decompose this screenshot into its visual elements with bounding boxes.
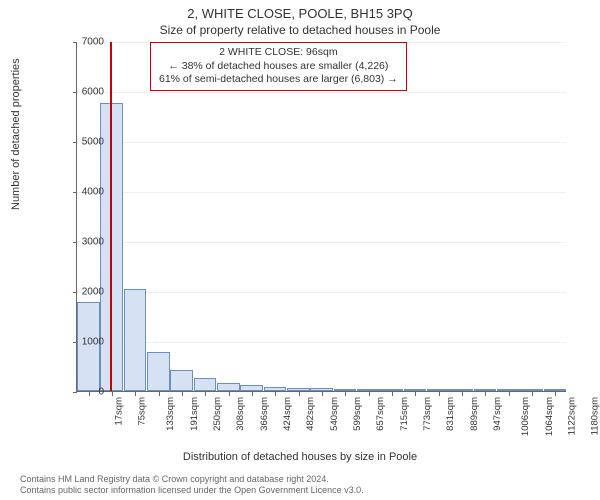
property-marker-line: [110, 42, 112, 391]
xtick-mark: [322, 392, 323, 396]
xtick-mark: [485, 392, 486, 396]
ytick-label: 7000: [64, 37, 104, 48]
title-main: 2, WHITE CLOSE, POOLE, BH15 3PQ: [0, 0, 600, 21]
annotation-line2: ← 38% of detached houses are smaller (4,…: [159, 60, 398, 74]
gridline: [77, 92, 566, 93]
plot-inner: 17sqm75sqm133sqm191sqm250sqm308sqm366sqm…: [76, 42, 566, 392]
xtick-mark: [182, 392, 183, 396]
xtick-mark: [509, 392, 510, 396]
gridline: [77, 242, 566, 243]
histogram-bar: [310, 388, 333, 391]
histogram-bar: [217, 383, 240, 391]
histogram-bar: [357, 389, 380, 392]
xtick-mark: [159, 392, 160, 396]
xtick-mark: [299, 392, 300, 396]
xtick-mark: [415, 392, 416, 396]
ytick-label: 2000: [64, 287, 104, 298]
xtick-label: 424sqm: [282, 397, 293, 431]
xtick-label: 1006sqm: [520, 397, 531, 436]
xtick-label: 308sqm: [235, 397, 246, 431]
xaxis-label: Distribution of detached houses by size …: [0, 451, 600, 463]
histogram-bar: [450, 389, 473, 391]
footer-line2: Contains public sector information licen…: [20, 485, 364, 496]
histogram-bar: [194, 378, 217, 391]
xtick-label: 1180sqm: [590, 397, 600, 435]
ytick-label: 3000: [64, 237, 104, 248]
histogram-bar: [404, 389, 427, 391]
xtick-mark: [135, 392, 136, 396]
xtick-mark: [345, 392, 346, 396]
xtick-label: 75sqm: [137, 397, 148, 426]
gridline: [77, 192, 566, 193]
histogram-bar: [380, 389, 403, 391]
annotation-line3: 61% of semi-detached houses are larger (…: [159, 73, 398, 87]
histogram-bar: [287, 388, 310, 392]
xtick-label: 831sqm: [445, 397, 456, 431]
histogram-bar: [474, 389, 497, 391]
xtick-mark: [229, 392, 230, 396]
chart-container: 2, WHITE CLOSE, POOLE, BH15 3PQ Size of …: [0, 0, 600, 500]
xtick-label: 715sqm: [398, 397, 409, 431]
xtick-label: 1064sqm: [544, 397, 555, 436]
gridline: [77, 292, 566, 293]
histogram-bar: [497, 389, 520, 391]
ytick-label: 5000: [64, 137, 104, 148]
xtick-mark: [462, 392, 463, 396]
ytick-label: 6000: [64, 87, 104, 98]
xtick-label: 250sqm: [212, 397, 223, 431]
annotation-box: 2 WHITE CLOSE: 96sqm ← 38% of detached h…: [150, 42, 407, 91]
xtick-mark: [532, 392, 533, 396]
xtick-label: 773sqm: [422, 397, 433, 431]
histogram-bar: [170, 370, 193, 391]
xtick-mark: [252, 392, 253, 396]
ytick-label: 0: [64, 387, 104, 398]
yaxis-label: Number of detached properties: [10, 58, 22, 210]
xtick-label: 133sqm: [165, 397, 176, 431]
xtick-label: 191sqm: [188, 397, 199, 431]
title-sub: Size of property relative to detached ho…: [0, 21, 600, 37]
xtick-label: 1122sqm: [566, 397, 577, 435]
xtick-mark: [112, 392, 113, 396]
histogram-bar: [147, 352, 170, 391]
xtick-mark: [275, 392, 276, 396]
xtick-label: 889sqm: [468, 397, 479, 431]
xtick-label: 482sqm: [305, 397, 316, 431]
ytick-label: 4000: [64, 187, 104, 198]
xtick-label: 366sqm: [258, 397, 269, 431]
histogram-bar: [427, 389, 450, 391]
histogram-bar: [334, 389, 357, 392]
histogram-bar: [544, 389, 567, 391]
gridline: [77, 342, 566, 343]
xtick-mark: [369, 392, 370, 396]
xtick-mark: [205, 392, 206, 396]
xtick-mark: [555, 392, 556, 396]
xtick-label: 599sqm: [352, 397, 363, 431]
xtick-label: 657sqm: [375, 397, 386, 431]
xtick-mark: [439, 392, 440, 396]
plot-area: 17sqm75sqm133sqm191sqm250sqm308sqm366sqm…: [76, 42, 566, 392]
gridline: [77, 142, 566, 143]
xtick-mark: [392, 392, 393, 396]
histogram-bar: [264, 387, 287, 392]
histogram-bar: [240, 385, 263, 391]
xtick-label: 947sqm: [492, 397, 503, 431]
xtick-label: 540sqm: [328, 397, 339, 431]
ytick-label: 1000: [64, 337, 104, 348]
annotation-line1: 2 WHITE CLOSE: 96sqm: [159, 46, 398, 60]
xtick-label: 17sqm: [113, 397, 124, 426]
histogram-bar: [520, 389, 543, 391]
footer-line1: Contains HM Land Registry data © Crown c…: [20, 474, 364, 485]
footer: Contains HM Land Registry data © Crown c…: [20, 474, 364, 497]
histogram-bar: [124, 289, 147, 392]
